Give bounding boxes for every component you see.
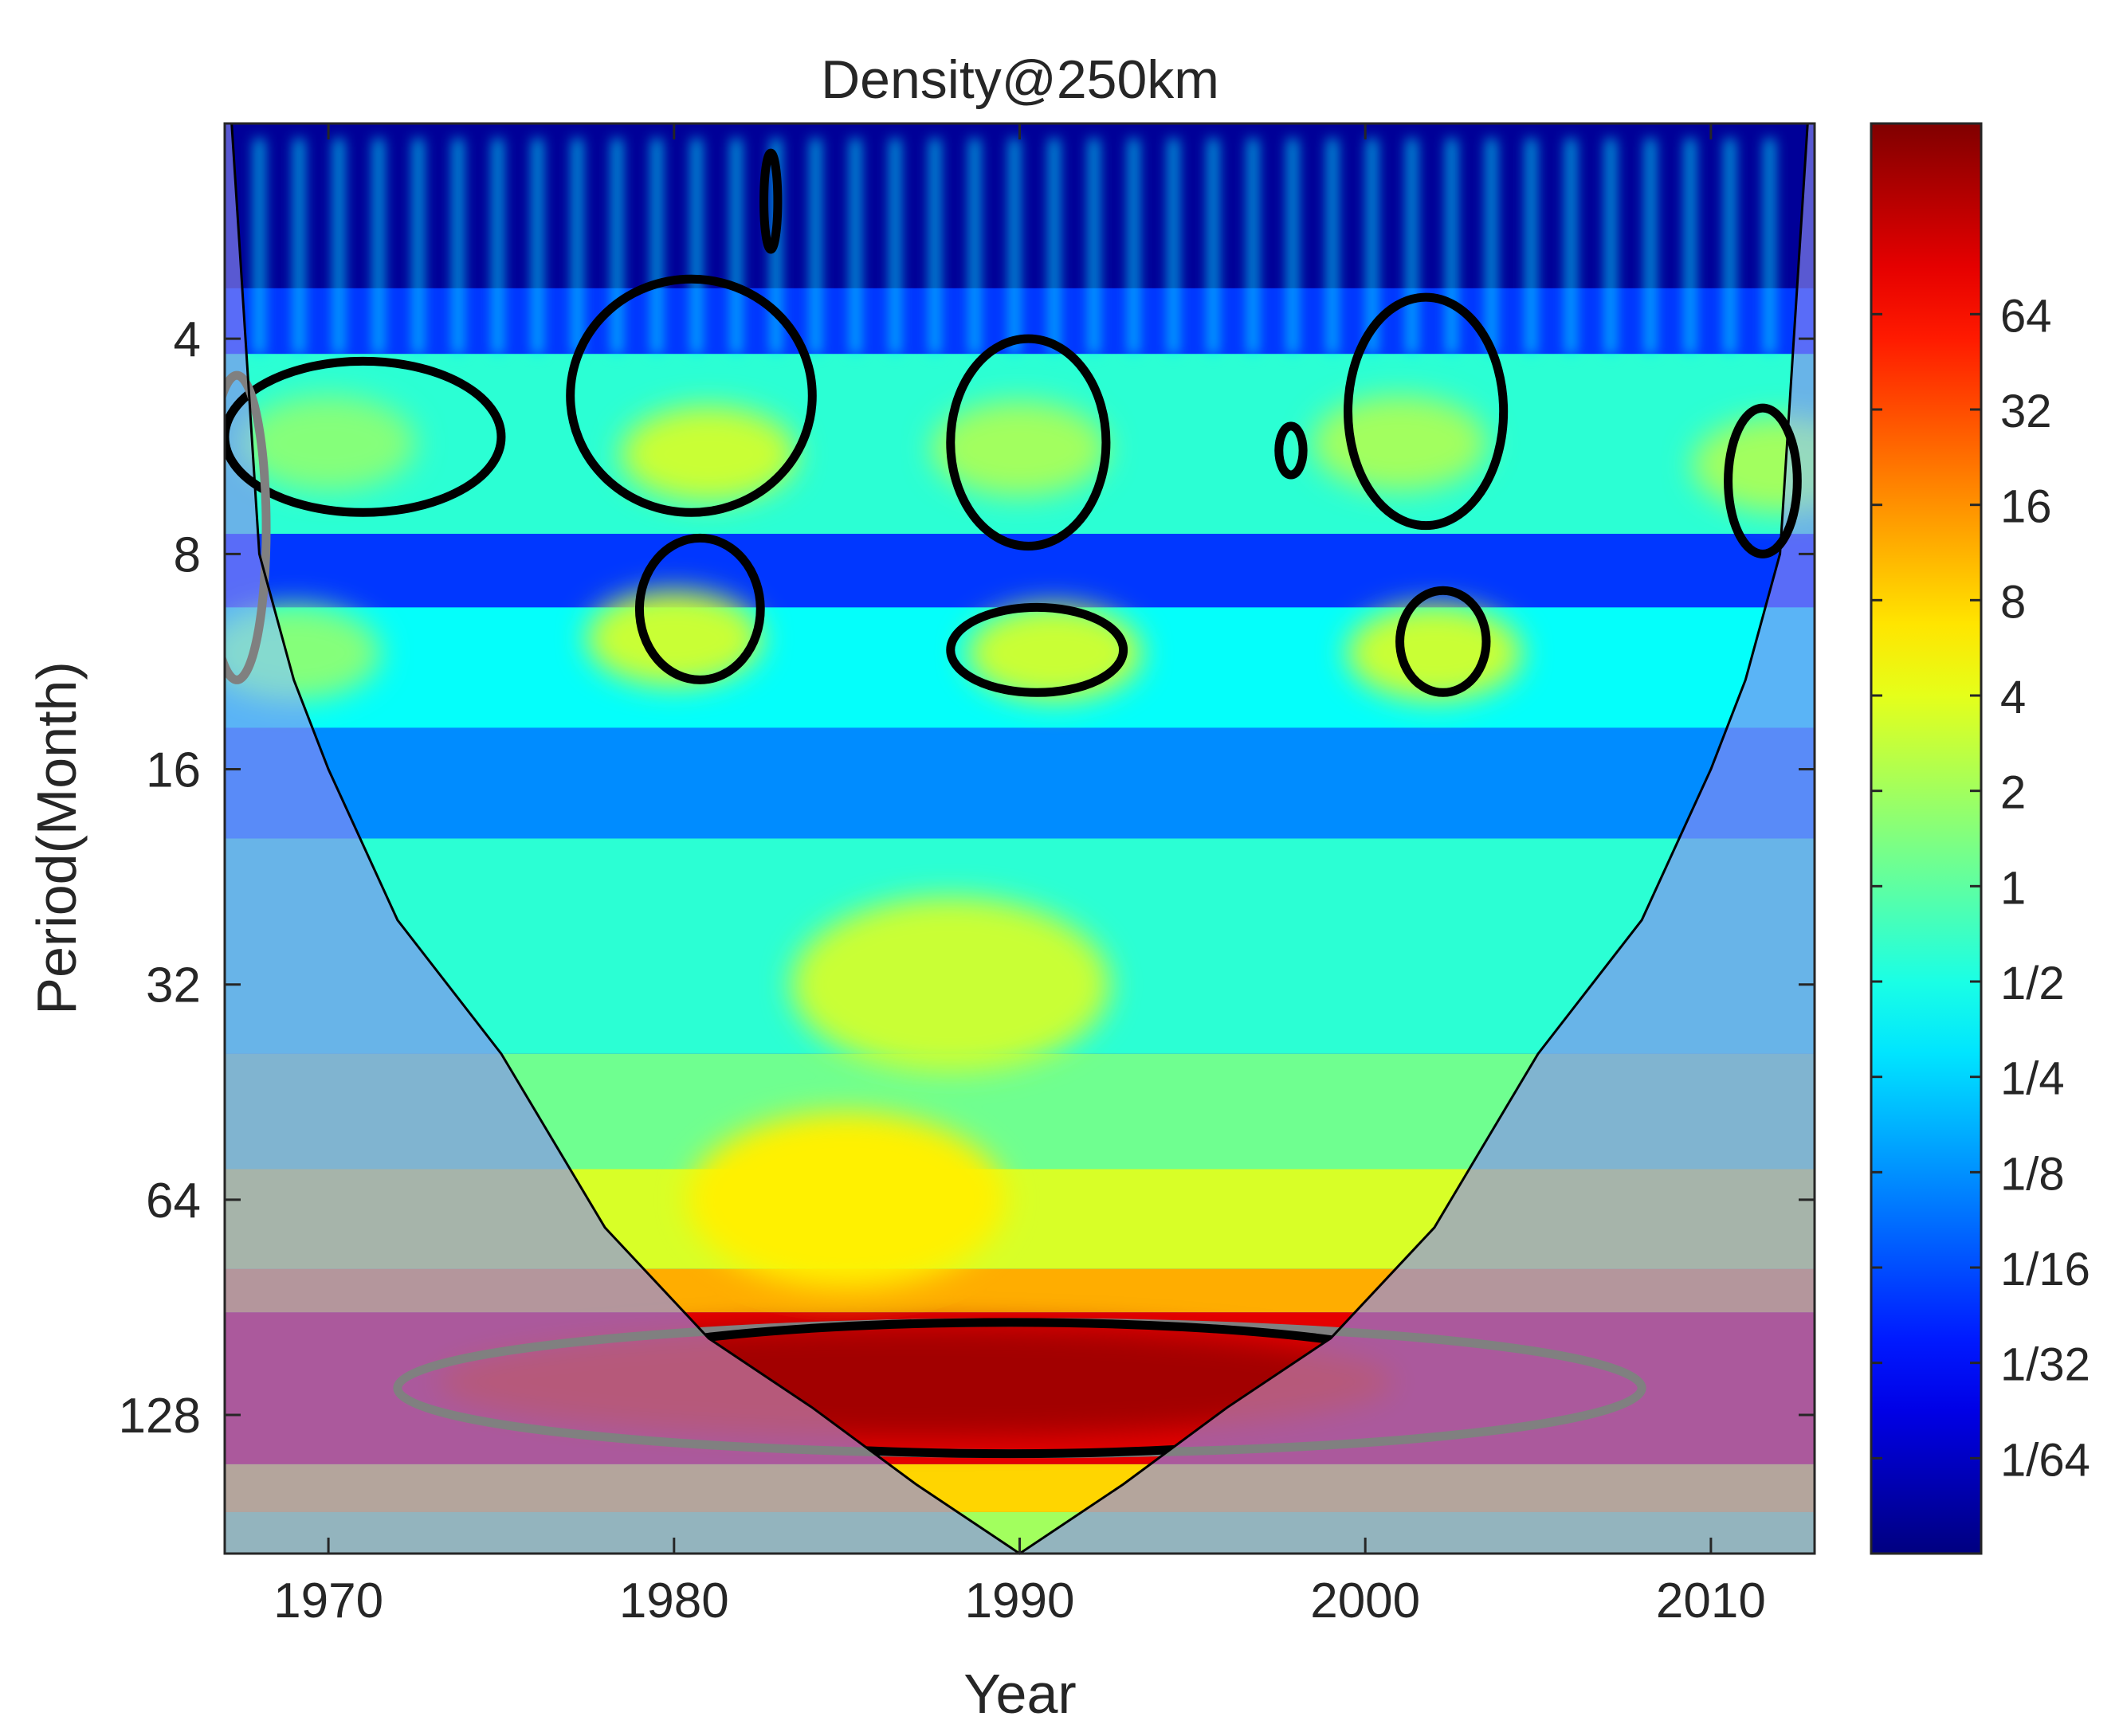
colorbar: 1/64 1/32 1/16 1/8 1/4 1/2 1 2 4 8 16 32 64 (1870, 122, 2090, 1555)
significance-contour (1344, 292, 1509, 531)
colorbar-tick-label: 1/8 (2000, 1148, 2065, 1200)
power-peak (932, 401, 1108, 497)
colorbar-tick-label: 1/16 (2000, 1244, 2090, 1295)
power-peak (1346, 605, 1522, 701)
x-tick-label: 1980 (619, 1573, 729, 1628)
x-tick-label: 2010 (1656, 1573, 1766, 1628)
y-tick-label: 16 (146, 743, 201, 798)
y-tick-label: 8 (174, 527, 201, 582)
significance-contour (946, 334, 1111, 551)
significance-contour (759, 148, 783, 254)
significance-contour (634, 533, 765, 684)
power-peak (791, 896, 1110, 1072)
colorbar-tick-label: 2 (2000, 767, 2026, 819)
colorbar-tick-label: 64 (2000, 290, 2052, 342)
y-tick-label: 128 (119, 1389, 201, 1444)
colorbar-tick-label: 1/4 (2000, 1053, 2065, 1105)
colorbar-tick-label: 16 (2000, 481, 2052, 533)
x-axis: 1970 1980 1990 2000 2010 (273, 123, 1766, 1628)
significance-contour (1395, 586, 1491, 697)
chart-title: Density@250km (821, 49, 1219, 110)
power-peak (687, 1111, 1007, 1287)
y-tick-label: 4 (174, 312, 201, 367)
significance-contour (1724, 403, 1802, 558)
x-tick-label: 1990 (965, 1573, 1075, 1628)
colorbar-ticks: 1/64 1/32 1/16 1/8 1/4 1/2 1 2 4 8 16 32 64 (1871, 290, 2090, 1486)
power-peak (1692, 417, 1815, 513)
significance-contour (566, 274, 817, 517)
significance-contour (1274, 421, 1308, 480)
power-peak (586, 590, 762, 687)
colorbar-gradient (1871, 123, 1981, 1554)
significance-contour-faded (225, 370, 271, 684)
x-tick-label: 1970 (273, 1573, 383, 1628)
power-peak (621, 406, 797, 503)
colorbar-tick-label: 1/2 (2000, 958, 2065, 1009)
y-tick-label: 64 (146, 1174, 201, 1229)
power-peak (1312, 395, 1488, 492)
power-peak (241, 395, 417, 492)
significance-contour (225, 356, 506, 517)
colorbar-frame (1870, 122, 1983, 1555)
x-axis-label: Year (963, 1663, 1076, 1725)
colorbar-tick-label: 32 (2000, 386, 2052, 437)
colorbar-tick-label: 8 (2000, 576, 2026, 628)
significance-contour (946, 602, 1128, 697)
heatmap-band (225, 727, 1815, 839)
y-axis: 4 8 16 32 64 128 (119, 312, 1815, 1444)
y-axis-label: Period(Month) (26, 661, 88, 1015)
colorbar-tick-label: 1/32 (2000, 1339, 2090, 1391)
colorbar-tick-label: 1/64 (2000, 1434, 2090, 1486)
colorbar-tick-label: 1 (2000, 862, 2026, 914)
heatmap-band (225, 123, 1815, 288)
heatmap-band (225, 288, 1815, 355)
colorbar-tick-label: 4 (2000, 672, 2026, 723)
x-tick-label: 2000 (1310, 1573, 1420, 1628)
plot-area: 4 8 16 32 64 128 1970 1980 1990 2000 2010 (119, 122, 1816, 1628)
y-tick-label: 32 (146, 958, 201, 1013)
